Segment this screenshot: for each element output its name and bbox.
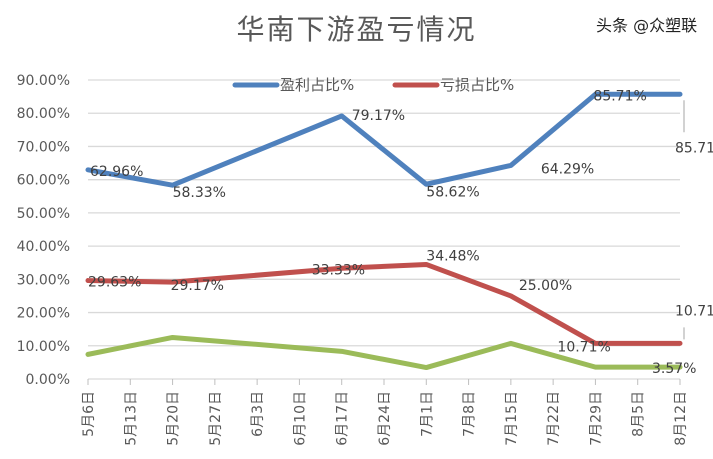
y-tick-label: 60.00% bbox=[17, 173, 70, 189]
chart-title: 华南下游盈亏情况 bbox=[236, 13, 477, 46]
data-label: 10.71% bbox=[557, 339, 610, 355]
legend-label: 盈利占比% bbox=[280, 76, 354, 94]
series-line bbox=[85, 334, 683, 371]
y-tick-label: 50.00% bbox=[17, 206, 70, 222]
data-label: 85.71% bbox=[675, 140, 713, 156]
data-label: 79.17% bbox=[352, 108, 405, 124]
y-tick-label: 90.00% bbox=[17, 73, 70, 89]
data-label: 58.33% bbox=[173, 185, 226, 201]
x-tick-label: 8月5日 bbox=[631, 391, 647, 437]
x-tick-label: 6月17日 bbox=[335, 391, 351, 446]
data-label: 29.63% bbox=[88, 275, 141, 291]
x-tick-label: 8月12日 bbox=[673, 391, 689, 446]
data-label: 58.62% bbox=[426, 184, 479, 200]
data-label: 64.29% bbox=[541, 161, 594, 177]
series-line bbox=[85, 261, 683, 346]
data-label: 10.71% bbox=[675, 303, 713, 319]
x-tick-label: 6月3日 bbox=[250, 391, 266, 437]
y-tick-label: 40.00% bbox=[17, 239, 70, 255]
x-tick-label: 7月1日 bbox=[419, 391, 435, 437]
y-tick-label: 80.00% bbox=[17, 106, 70, 122]
watermark: 头条 @众塑联 bbox=[596, 16, 698, 35]
data-label: 62.96% bbox=[90, 164, 143, 180]
x-tick-label: 5月13日 bbox=[123, 391, 139, 446]
x-tick-label: 7月22日 bbox=[546, 391, 562, 446]
y-tick-label: 30.00% bbox=[17, 272, 70, 288]
y-tick-label: 20.00% bbox=[17, 306, 70, 322]
y-tick-label: 0.00% bbox=[26, 372, 70, 388]
legend-label: 亏损占比% bbox=[440, 76, 514, 94]
x-tick-label: 7月29日 bbox=[588, 391, 604, 446]
y-tick-label: 10.00% bbox=[17, 339, 70, 355]
y-tick-label: 70.00% bbox=[17, 139, 70, 155]
x-tick-label: 7月15日 bbox=[504, 391, 520, 446]
data-label: 3.57% bbox=[652, 361, 696, 377]
x-tick-label: 5月6日 bbox=[81, 391, 97, 437]
x-tick-label: 7月8日 bbox=[462, 391, 478, 437]
x-tick-label: 6月24日 bbox=[377, 391, 393, 446]
data-label: 85.71% bbox=[593, 88, 646, 104]
x-tick-label: 5月20日 bbox=[166, 391, 182, 446]
data-label: 29.17% bbox=[171, 278, 224, 294]
x-tick-label: 5月27日 bbox=[208, 391, 224, 446]
data-label: 34.48% bbox=[426, 248, 479, 264]
series-line bbox=[85, 91, 683, 188]
data-label: 25.00% bbox=[519, 278, 572, 294]
x-tick-label: 6月10日 bbox=[292, 391, 308, 446]
data-label: 33.33% bbox=[312, 262, 365, 278]
